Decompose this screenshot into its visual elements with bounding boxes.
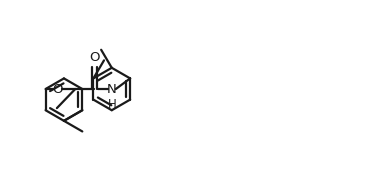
Text: N: N	[107, 82, 117, 96]
Text: O: O	[89, 51, 100, 64]
Text: O: O	[52, 82, 63, 96]
Text: H: H	[107, 98, 116, 111]
